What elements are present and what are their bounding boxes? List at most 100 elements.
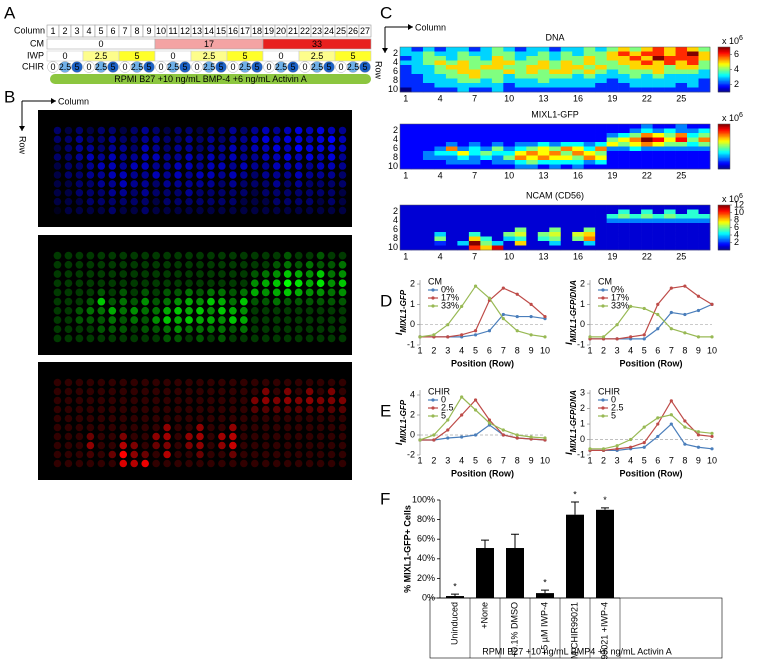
- column-tick-label: 16: [217, 344, 227, 354]
- heatmap-cell: [514, 133, 527, 138]
- well-dot: [119, 206, 127, 215]
- heatmap-cell: [422, 205, 435, 210]
- x-tick-label: 1: [587, 455, 592, 465]
- well-dot: [261, 334, 270, 343]
- well-dot: [283, 334, 292, 343]
- well-dot: [251, 135, 259, 144]
- bar: [476, 548, 494, 598]
- well-dot: [64, 206, 73, 215]
- series-marker: [501, 312, 505, 317]
- cm-block: [262, 38, 372, 50]
- heatmap-cell: [618, 78, 630, 84]
- heatmap-cell: [457, 51, 470, 57]
- well-dot: [218, 450, 226, 459]
- heatmap-cell: [618, 232, 630, 237]
- heatmap-cell: [400, 160, 412, 165]
- heatmap-cell: [537, 142, 550, 147]
- well-dot: [97, 260, 106, 269]
- well-dot: [75, 306, 84, 315]
- well-dot: [251, 126, 259, 135]
- significance: *: [603, 495, 607, 505]
- chir-dot: [359, 61, 371, 73]
- well-dot: [338, 334, 347, 343]
- well-dot: [240, 432, 248, 441]
- heatmap-cell: [698, 128, 711, 134]
- heatmap-cell: [445, 151, 458, 156]
- well-dot: [97, 135, 106, 144]
- well-dot: [75, 441, 84, 450]
- well-dot: [261, 260, 270, 269]
- well-dot: [316, 316, 325, 324]
- heatmap-cell: [468, 87, 481, 93]
- heatmap-cell: [618, 142, 630, 147]
- heatmap-cell: [641, 236, 653, 242]
- well-dot: [119, 171, 127, 179]
- well-dot: [207, 197, 215, 206]
- heatmap-cell: [480, 124, 493, 129]
- well-dot: [97, 414, 106, 423]
- series-marker: [529, 314, 533, 319]
- series-marker: [629, 445, 633, 449]
- well-dot: [316, 189, 325, 197]
- well-dot: [141, 325, 150, 334]
- well-dot: [75, 396, 84, 405]
- heatmap-cell: [537, 124, 550, 129]
- well-dot: [229, 279, 237, 288]
- heatmap-cell: [618, 218, 630, 224]
- heatmap-cell: [422, 74, 435, 79]
- colorbar-frame: [717, 123, 731, 170]
- heatmap-cell: [583, 142, 596, 147]
- x-tick-label: 16: [573, 93, 583, 103]
- heatmap-cell: [468, 51, 481, 57]
- well-dot: [338, 162, 347, 170]
- well-dot: [64, 405, 73, 414]
- heatmap-cell: [411, 245, 424, 251]
- colorbar-step: [718, 140, 730, 143]
- well-dot: [185, 180, 193, 188]
- iwp-value: 5: [242, 51, 247, 61]
- heatmap-cell: [595, 74, 607, 79]
- x-tick-label: 3: [445, 455, 450, 465]
- heatmap-cell: [572, 69, 585, 75]
- heatmap-cell: [549, 155, 562, 161]
- heatmap-cell: [560, 69, 573, 75]
- well-dot: [294, 316, 303, 324]
- well-dot: [196, 270, 204, 278]
- well-dot: [97, 423, 106, 432]
- well-dot: [272, 423, 281, 432]
- series-marker: [446, 436, 450, 440]
- heatmap-cell: [560, 47, 573, 52]
- well-dot: [97, 126, 106, 135]
- heatmap-cell: [549, 83, 562, 88]
- well-dot: [316, 251, 325, 260]
- heatmap-cell: [503, 137, 516, 143]
- well-dot: [283, 171, 292, 179]
- well-dot: [174, 450, 182, 459]
- well-dot: [86, 396, 95, 405]
- colorbar-step: [718, 224, 730, 227]
- well-dot: [273, 189, 281, 197]
- heatmap-cell: [583, 164, 596, 170]
- well-dot: [261, 297, 270, 306]
- heatmap-cell: [629, 60, 642, 66]
- well-dot: [240, 450, 248, 459]
- well-dot: [174, 144, 182, 152]
- cm-value: 17: [204, 39, 214, 49]
- heatmap-cell: [583, 223, 596, 228]
- well-dot: [283, 126, 292, 135]
- heatmap-cell: [641, 245, 653, 251]
- colorbar-step: [718, 214, 730, 217]
- heatmap-cell: [400, 236, 412, 242]
- heatmap-cell: [549, 47, 562, 52]
- heatmap-cell: [675, 160, 688, 165]
- heatmap-cell: [422, 128, 435, 134]
- well-dot: [152, 423, 160, 432]
- heatmap-cell: [537, 205, 550, 210]
- colorbar-step: [718, 213, 730, 216]
- well-dot: [327, 197, 336, 206]
- colorbar-step: [718, 59, 730, 62]
- iwp-value: 5: [134, 51, 139, 61]
- well-dot: [327, 441, 336, 450]
- heatmap-cell: [503, 60, 516, 66]
- heatmap-cell: [491, 60, 504, 66]
